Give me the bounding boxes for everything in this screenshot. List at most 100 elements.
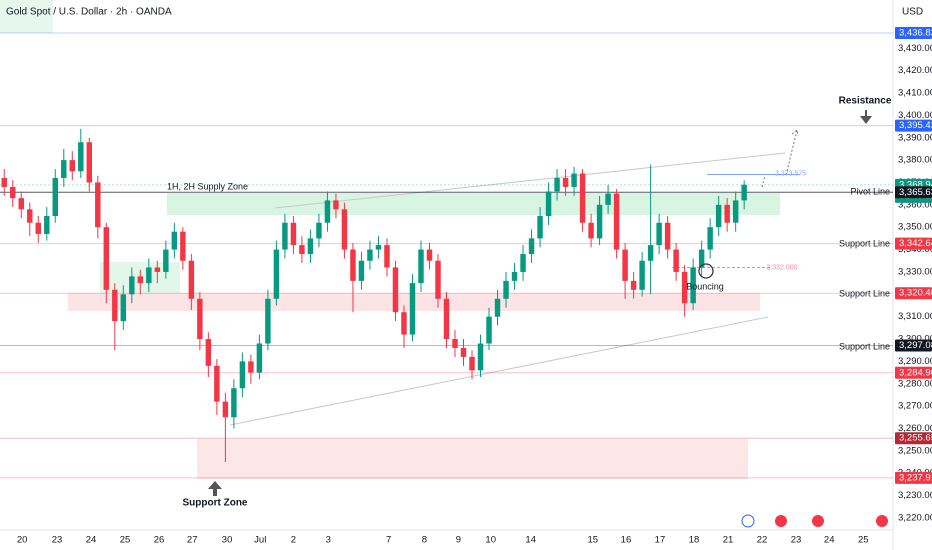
candle-body [171, 231, 178, 250]
candle-body [358, 260, 365, 281]
bouncing-label: Bouncing [686, 281, 724, 291]
y-tick-label: 3,310.000 [898, 311, 932, 322]
candle-body [588, 222, 594, 239]
y-tick-label: 3,400.000 [898, 110, 932, 121]
price-label: 3,368.945 [899, 179, 932, 190]
candle-body [18, 198, 24, 210]
x-tick-label: 22 [757, 535, 768, 546]
x-tick-label: 26 [154, 535, 165, 546]
candle-body [290, 222, 297, 246]
candle-body [571, 173, 577, 187]
price-label: 3,297.080 [899, 340, 932, 351]
candle-body [460, 347, 467, 357]
candle-body [299, 245, 305, 255]
candle-body [10, 186, 16, 199]
resistance-arrow [860, 110, 872, 124]
y-tick-label: 3,390.000 [898, 132, 932, 143]
candle-body [715, 204, 722, 228]
candle-body [146, 267, 152, 284]
price-label: 3,365.635 [899, 187, 932, 198]
candle-body [528, 238, 535, 255]
candle-body [120, 294, 127, 322]
x-tick-label: Jul [254, 535, 266, 546]
x-tick-label: 14 [525, 535, 536, 546]
x-tick-label: 8 [422, 535, 427, 546]
projection-arrow [761, 175, 766, 188]
price-label: 3,255.652 [899, 433, 932, 444]
candle-body [545, 191, 552, 217]
candle-body [664, 222, 671, 250]
candle-body [112, 289, 118, 322]
candle-body [503, 280, 509, 299]
target-label: 3,373.575 [775, 170, 806, 177]
price-label: 3,395.423 [899, 120, 932, 131]
candle-body [231, 388, 237, 418]
x-tick-label: 20 [17, 535, 28, 546]
candle-body [86, 142, 93, 183]
price-label: 3,342.648 [899, 238, 932, 249]
candle-body [324, 200, 331, 223]
x-tick-label: 23 [791, 535, 802, 546]
candle-body [69, 160, 76, 172]
y-tick-label: 3,360.000 [898, 199, 932, 210]
y-tick-label: 3,220.000 [898, 512, 932, 523]
stop-label: 3,332.000 [766, 264, 797, 271]
support-zone-label: Support Zone [183, 498, 248, 509]
x-tick-label: 21 [723, 535, 734, 546]
candle-body [256, 343, 263, 373]
x-tick-label: 25 [858, 535, 869, 546]
candle-body [103, 227, 110, 290]
event-icon[interactable] [741, 514, 755, 528]
candle-body [418, 249, 424, 284]
candle-body [197, 298, 203, 340]
price-label-box [895, 119, 932, 132]
y-tick-label: 3,230.000 [898, 490, 932, 501]
candle-body [562, 178, 569, 187]
pivot-label: Pivot Line [850, 186, 890, 196]
candle-body [52, 178, 59, 217]
candle-body [435, 260, 441, 299]
y-tick-label: 3,410.000 [898, 88, 932, 99]
price-label: 3,284.901 [899, 367, 932, 378]
x-tick-label: 18 [689, 535, 700, 546]
candle-body [188, 260, 195, 299]
y-tick-label: 3,250.000 [898, 445, 932, 456]
candle-body [452, 339, 458, 348]
price-label: 3,436.823 [899, 28, 932, 39]
x-tick-label: 23 [52, 535, 63, 546]
candle-body [520, 254, 526, 272]
price-label-box [895, 366, 932, 379]
candle-body [44, 216, 50, 234]
price-label-box [895, 27, 932, 40]
candle-body [724, 204, 730, 223]
x-tick-label: 15 [587, 535, 598, 546]
supply-zone [167, 193, 780, 215]
candle-body [248, 361, 254, 373]
candle-body [681, 271, 688, 304]
candle-body [239, 361, 246, 389]
x-tick-label: 25 [120, 535, 131, 546]
candle-body [639, 260, 645, 290]
candle-body [401, 312, 407, 335]
candle-body [375, 245, 382, 250]
candle-body [265, 298, 271, 344]
candle-body [163, 249, 169, 272]
currency-label: USD [902, 7, 923, 18]
y-tick-label: 3,430.000 [898, 43, 932, 54]
price-label-box [895, 186, 932, 199]
chart-title: Gold Spot / U.S. Dollar · 2h · OANDA [6, 7, 172, 18]
candle-body [707, 227, 713, 250]
candle-body [222, 401, 229, 418]
candle-body [137, 276, 144, 284]
event-flag[interactable] [812, 515, 824, 527]
candle-body [154, 267, 161, 272]
event-flag[interactable] [876, 515, 888, 527]
price-label-box [895, 237, 932, 250]
candle-body [316, 222, 322, 239]
candle-body [613, 193, 620, 250]
event-flag[interactable] [775, 515, 787, 527]
x-tick-label: 27 [187, 535, 198, 546]
candle-body [511, 271, 518, 281]
candle-body [647, 245, 654, 261]
candle-body [494, 298, 501, 317]
